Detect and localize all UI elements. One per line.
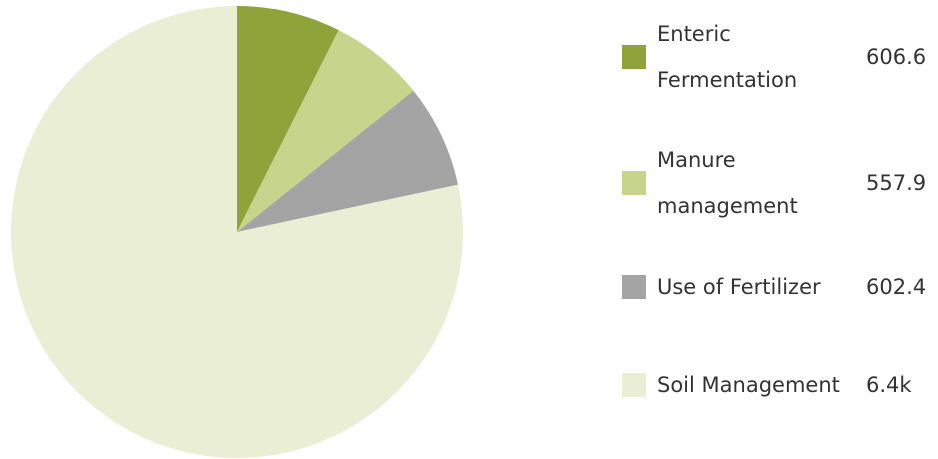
pie-slice — [237, 30, 414, 232]
legend-value: 557.9 — [866, 171, 927, 195]
legend-item: Enteric Fermentation 606.6 — [622, 11, 926, 103]
pie-slice — [10, 6, 463, 458]
legend-label: Use of Fertilizer — [657, 275, 821, 299]
legend-item: Soil Management 6.4k — [622, 362, 912, 408]
legend-label: Enteric Fermentation — [657, 22, 798, 92]
legend-item: Manure management 557.9 — [622, 137, 926, 229]
legend-label: Soil Management — [657, 373, 840, 397]
legend-item: Use of Fertilizer 602.4 — [622, 264, 926, 310]
legend-value: 602.4 — [866, 275, 927, 299]
legend-swatch — [622, 171, 646, 195]
legend-swatch — [622, 45, 646, 69]
legend-value: 6.4k — [866, 373, 912, 397]
legend-swatch — [622, 373, 646, 397]
chart — [10, 6, 463, 458]
legend-label: Manure management — [657, 148, 798, 218]
legend-swatch — [622, 275, 646, 299]
legend-value: 606.6 — [866, 45, 927, 69]
pie-slice — [237, 90, 458, 232]
pie-slice — [237, 6, 339, 232]
